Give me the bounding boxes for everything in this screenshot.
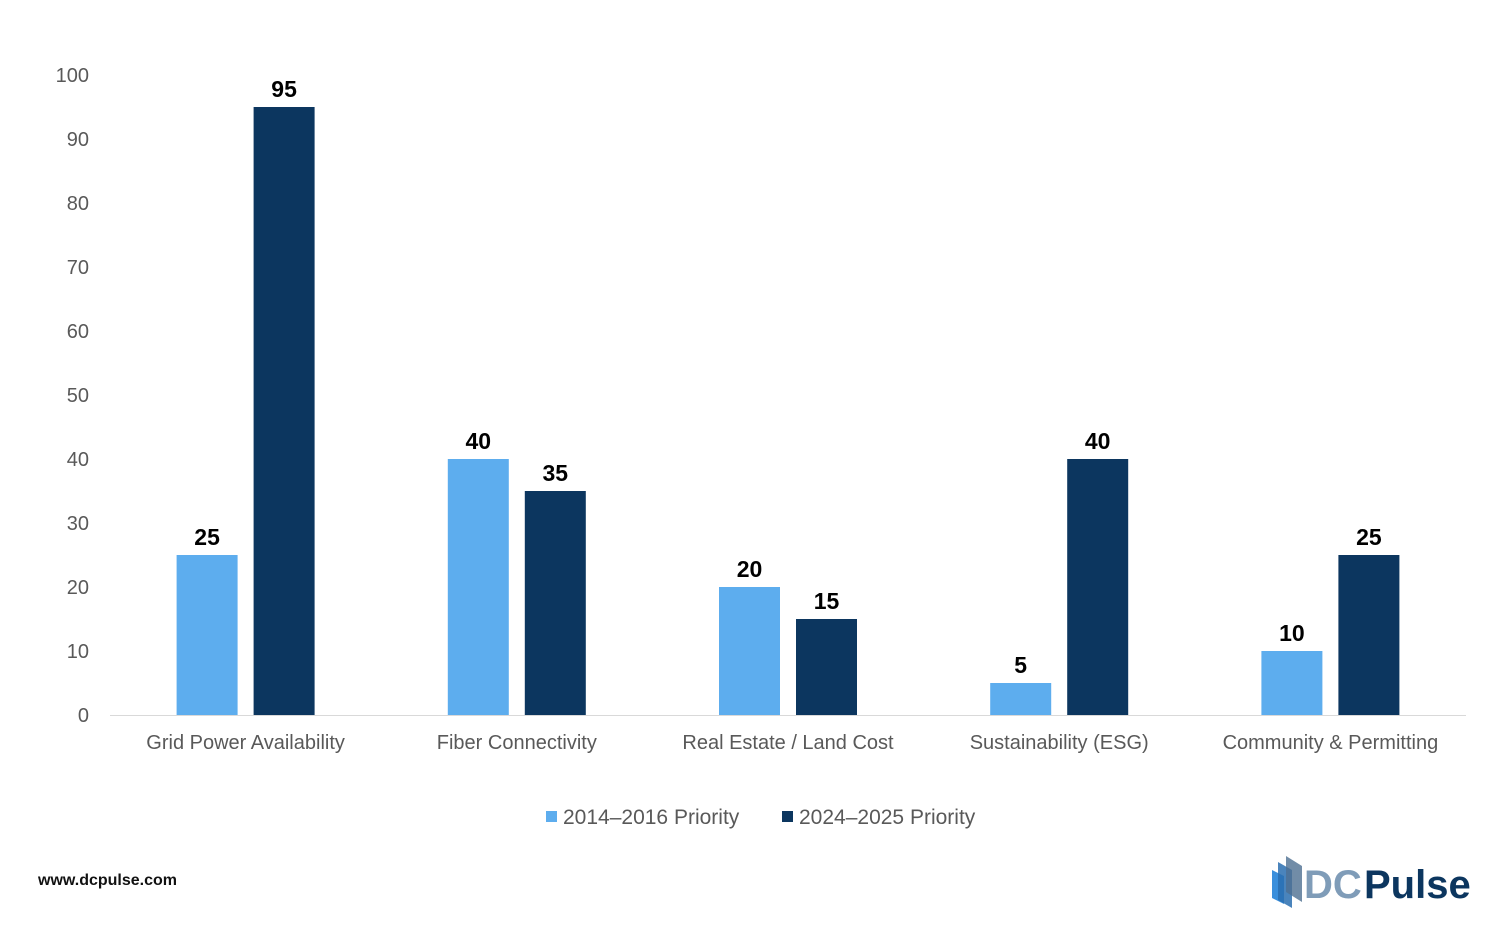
y-tick-label: 0: [78, 705, 89, 727]
y-tick-label: 70: [67, 257, 89, 279]
legend-swatch: [546, 811, 557, 822]
legend-label: 2014–2016 Priority: [563, 806, 740, 829]
svg-text:Pulse: Pulse: [1364, 863, 1470, 907]
y-tick-label: 20: [67, 577, 89, 599]
y-tick-label: 30: [67, 513, 89, 535]
y-tick-label: 60: [67, 321, 89, 343]
bar: [1067, 459, 1129, 715]
data-label: 35: [543, 460, 569, 486]
bar: [990, 683, 1052, 715]
y-tick-label: 80: [67, 193, 89, 215]
x-category-label: Community & Permitting: [1223, 732, 1439, 754]
svg-text:DC: DC: [1304, 863, 1362, 907]
y-tick-label: 40: [67, 449, 89, 471]
data-label: 25: [1356, 524, 1382, 550]
data-label: 20: [737, 556, 763, 582]
data-label: 15: [814, 588, 840, 614]
data-label: 10: [1279, 620, 1305, 646]
website-url: www.dcpulse.com: [38, 872, 177, 889]
x-category-label: Fiber Connectivity: [437, 732, 597, 754]
data-label: 40: [1085, 428, 1111, 454]
data-label: 25: [194, 524, 220, 550]
x-category-label: Real Estate / Land Cost: [682, 732, 894, 754]
data-label: 40: [466, 428, 492, 454]
bar: [176, 555, 238, 715]
legend-label: 2024–2025 Priority: [799, 806, 976, 829]
y-tick-label: 10: [67, 641, 89, 663]
bar: [1338, 555, 1400, 715]
legend-swatch: [782, 811, 793, 822]
x-category-label: Grid Power Availability: [146, 732, 345, 754]
bar: [447, 459, 509, 715]
y-tick-label: 100: [56, 65, 89, 87]
x-category-label: Sustainability (ESG): [970, 732, 1149, 754]
bar: [253, 107, 315, 715]
bar: [719, 587, 780, 715]
bar: [524, 491, 586, 715]
data-label: 5: [1014, 652, 1027, 678]
y-tick-label: 50: [67, 385, 89, 407]
bar: [1261, 651, 1323, 715]
dcpulse-logo: DC Pulse: [1272, 856, 1470, 908]
y-tick-label: 90: [67, 129, 89, 151]
data-label: 95: [271, 76, 297, 102]
bar: [796, 619, 857, 715]
